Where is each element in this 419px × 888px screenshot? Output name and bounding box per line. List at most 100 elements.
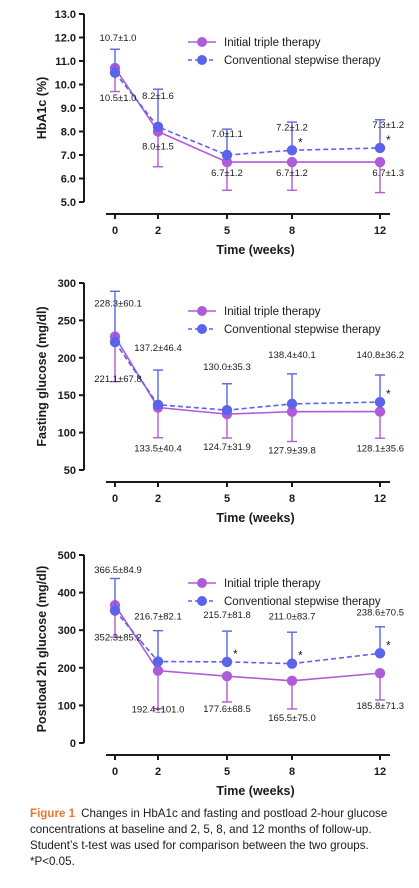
y-tick-label: 200 (58, 663, 76, 675)
significance-mark: * (298, 135, 303, 149)
figure-panels: 5.0 6.0 7.0 8.0 9.0 10.0 11.0 12.0 13.0 HbA1c (%)… (35, 9, 404, 798)
x-tick-label: 0 (112, 493, 118, 505)
x-axis-title: Time (weeks) (216, 511, 294, 525)
y-axis-title: Postload 2h glucose (mg/dl) (35, 566, 49, 733)
data-label: 352.3±85.2 (94, 633, 141, 644)
data-point (286, 145, 298, 156)
data-label: 10.7±1.0 (100, 33, 137, 44)
y-tick-label: 400 (58, 588, 76, 600)
y-tick-label: 7.0 (61, 150, 76, 162)
data-label: 8.0±1.5 (142, 142, 174, 153)
data-label: 216.7±82.1 (134, 612, 181, 623)
significance-mark: * (386, 133, 391, 147)
data-label: 130.0±35.3 (203, 362, 250, 373)
y-tick-label: 100 (58, 428, 76, 440)
series-stepwise: 352.3±85.2 216.7±82.1 215.7±81.8 211.0±83.7… (94, 577, 404, 669)
legend-label: Initial triple therapy (224, 37, 321, 49)
significance-mark: * (386, 638, 391, 652)
data-point (152, 399, 164, 410)
significance-mark: * (233, 647, 238, 661)
legend-label: Conventional stepwise therapy (224, 324, 381, 336)
legend-marker (197, 55, 207, 65)
data-label: 124.7±31.9 (203, 442, 250, 453)
y-tick-label: 300 (58, 278, 76, 290)
significance-mark: * (386, 387, 391, 401)
y-tick-label: 10.0 (55, 80, 76, 92)
y-tick-label: 300 (58, 625, 76, 637)
legend-marker (197, 306, 207, 316)
data-label: 228.3±60.1 (94, 299, 141, 310)
y-tick-label: 9.0 (61, 103, 76, 115)
data-point (109, 605, 121, 616)
series-stepwise: 10.5±1.0 8.2±1.6 7.0±1.1 7.2±1.2 7.3±1.2 (100, 48, 404, 161)
data-point (152, 121, 164, 132)
data-point (221, 656, 233, 668)
series-stepwise: 221.1±67.8 137.2±46.4 130.0±35.3 138.4±40.1… (94, 290, 404, 416)
data-point (221, 149, 233, 161)
data-label: 10.5±1.0 (100, 93, 137, 104)
x-tick-label: 0 (112, 225, 118, 237)
data-label: 127.9±39.8 (268, 446, 315, 457)
legend-marker (197, 596, 207, 606)
x-tick-label: 5 (224, 493, 230, 505)
data-point (374, 142, 386, 154)
data-point (286, 675, 298, 686)
figure-label: Figure 1 (30, 807, 76, 820)
y-tick-label: 13.0 (55, 9, 76, 21)
y-tick-label: 250 (58, 315, 76, 327)
x-tick-label: 5 (224, 225, 230, 237)
chart-panel-3: 0 100 200 300 400 500 Postload 2h glucose (mg/… (35, 550, 404, 798)
data-point (286, 658, 298, 669)
data-label: 133.5±40.4 (134, 444, 181, 455)
data-point (286, 156, 298, 168)
data-point (374, 667, 386, 679)
series-line (114, 610, 381, 665)
data-label: 165.5±75.0 (268, 713, 315, 724)
y-tick-label: 150 (58, 390, 76, 402)
data-label: 211.0±83.7 (269, 612, 316, 623)
data-label: 238.6±70.5 (357, 607, 404, 618)
data-point (109, 336, 121, 348)
caption-text: Changes in HbA1c and fasting and postloa… (30, 807, 388, 868)
x-tick-label: 5 (224, 766, 230, 778)
data-label: 137.2±46.4 (134, 343, 181, 354)
x-tick-label: 12 (374, 225, 386, 237)
legend-label: Initial triple therapy (224, 306, 321, 318)
x-tick-label: 12 (374, 766, 386, 778)
data-point (374, 396, 386, 408)
y-tick-label: 8.0 (61, 127, 76, 139)
y-tick-label: 50 (64, 465, 76, 477)
data-point (374, 156, 386, 168)
y-tick-label: 500 (58, 550, 76, 562)
figure-caption: Figure 1 Changes in HbA1c and fasting and… (30, 806, 405, 870)
legend-marker (197, 324, 207, 334)
data-label: 6.7±1.2 (276, 168, 308, 179)
legend-label: Conventional stepwise therapy (224, 596, 381, 608)
data-label: 215.7±81.8 (203, 610, 250, 621)
legend-label: Initial triple therapy (224, 578, 321, 590)
y-tick-label: 11.0 (55, 56, 76, 68)
data-point (221, 671, 233, 682)
data-label: 140.8±36.2 (357, 350, 404, 361)
data-label: 7.3±1.2 (372, 120, 404, 131)
data-label: 6.7±1.2 (211, 168, 243, 179)
y-tick-label: 12.0 (55, 33, 76, 45)
significance-mark: * (298, 649, 303, 663)
data-point (152, 656, 164, 667)
y-tick-label: 0 (70, 738, 76, 750)
data-point (286, 406, 298, 417)
y-tick-label: 6.0 (61, 174, 76, 186)
data-point (109, 67, 121, 78)
data-label: 366.5±84.9 (94, 565, 141, 576)
data-label: 6.7±1.3 (372, 168, 404, 179)
x-axis-title: Time (weeks) (216, 784, 294, 798)
x-tick-label: 2 (155, 493, 161, 505)
data-label: 192.4±101.0 (132, 705, 185, 716)
data-label: 185.8±71.3 (357, 701, 404, 712)
data-point (286, 398, 298, 410)
data-label: 138.4±40.1 (268, 350, 315, 361)
y-tick-label: 200 (58, 353, 76, 365)
x-tick-label: 2 (155, 766, 161, 778)
x-tick-label: 0 (112, 766, 118, 778)
